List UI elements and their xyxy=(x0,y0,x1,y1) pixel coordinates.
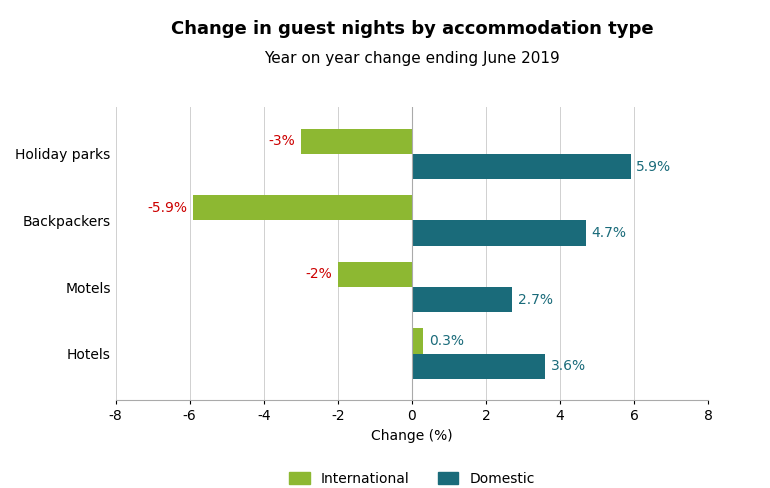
Text: 3.6%: 3.6% xyxy=(551,359,586,373)
Bar xyxy=(412,221,586,246)
Bar xyxy=(412,328,423,354)
Text: 5.9%: 5.9% xyxy=(636,160,671,174)
Text: -3%: -3% xyxy=(269,134,295,148)
Text: Change in guest nights by accommodation type: Change in guest nights by accommodation … xyxy=(171,20,653,38)
Bar xyxy=(412,287,512,312)
Bar xyxy=(193,195,412,221)
Text: 0.3%: 0.3% xyxy=(429,334,464,348)
Text: -5.9%: -5.9% xyxy=(148,201,188,215)
Bar xyxy=(338,262,412,287)
Text: -2%: -2% xyxy=(306,267,333,282)
Bar xyxy=(412,354,545,379)
Bar xyxy=(412,154,631,179)
Text: 2.7%: 2.7% xyxy=(517,293,553,306)
Legend: International, Domestic: International, Domestic xyxy=(289,471,535,486)
Bar xyxy=(301,129,412,154)
X-axis label: Change (%): Change (%) xyxy=(371,429,453,443)
Text: Year on year change ending June 2019: Year on year change ending June 2019 xyxy=(264,51,560,66)
Text: 4.7%: 4.7% xyxy=(591,226,627,240)
